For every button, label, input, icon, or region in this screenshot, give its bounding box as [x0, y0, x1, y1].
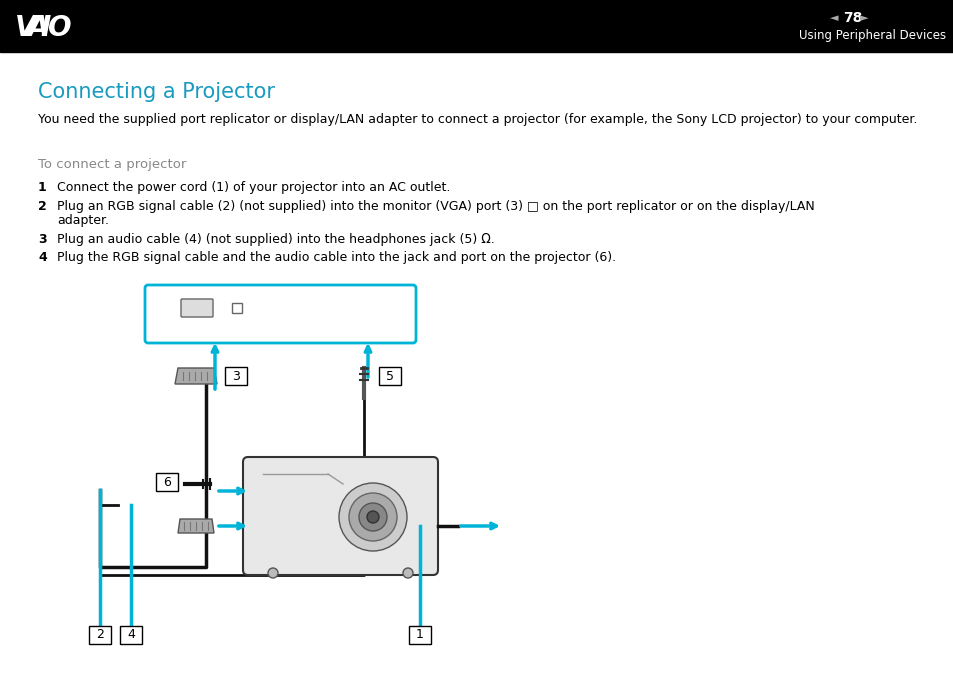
Text: 6: 6 — [163, 475, 171, 489]
Text: To connect a projector: To connect a projector — [38, 158, 186, 171]
Text: Using Peripheral Devices: Using Peripheral Devices — [798, 30, 945, 42]
Polygon shape — [174, 368, 216, 384]
Circle shape — [268, 568, 277, 578]
Circle shape — [338, 483, 407, 551]
Text: 3: 3 — [232, 369, 240, 383]
Circle shape — [358, 503, 387, 531]
Circle shape — [402, 568, 413, 578]
Text: Connect the power cord (1) of your projector into an AC outlet.: Connect the power cord (1) of your proje… — [57, 181, 450, 194]
Text: 1: 1 — [38, 181, 47, 194]
Polygon shape — [178, 519, 213, 533]
Text: 4: 4 — [127, 628, 134, 642]
Text: 1: 1 — [416, 628, 423, 642]
Text: ○: ○ — [216, 302, 225, 312]
Bar — [232, 303, 242, 313]
Text: ...: ... — [185, 302, 200, 311]
Text: ◄: ◄ — [829, 13, 838, 23]
Text: Plug the RGB signal cable and the audio cable into the jack and port on the proj: Plug the RGB signal cable and the audio … — [57, 251, 616, 264]
Text: ○: ○ — [172, 302, 180, 312]
FancyBboxPatch shape — [225, 367, 247, 385]
Circle shape — [367, 511, 378, 523]
Text: O: O — [48, 14, 71, 42]
Bar — [0, 0, 953, 52]
Text: 4: 4 — [38, 251, 47, 264]
FancyBboxPatch shape — [243, 457, 437, 575]
Text: Plug an RGB signal cable (2) (not supplied) into the monitor (VGA) port (3) □ on: Plug an RGB signal cable (2) (not suppli… — [57, 200, 814, 213]
FancyBboxPatch shape — [120, 626, 142, 644]
Text: I: I — [40, 14, 51, 42]
FancyBboxPatch shape — [181, 299, 213, 317]
Text: ►: ► — [859, 13, 867, 23]
Text: You need the supplied port replicator or display/LAN adapter to connect a projec: You need the supplied port replicator or… — [38, 113, 917, 126]
Text: V: V — [15, 14, 36, 42]
Text: 2: 2 — [38, 200, 47, 213]
Circle shape — [349, 493, 396, 541]
FancyBboxPatch shape — [89, 626, 111, 644]
Text: 5: 5 — [386, 369, 394, 383]
Text: ●: ● — [361, 312, 374, 326]
Text: 3: 3 — [38, 233, 47, 246]
Text: adapter.: adapter. — [57, 214, 109, 227]
Text: A: A — [28, 14, 50, 42]
FancyBboxPatch shape — [409, 626, 431, 644]
FancyBboxPatch shape — [145, 285, 416, 343]
Text: Connecting a Projector: Connecting a Projector — [38, 82, 274, 102]
FancyBboxPatch shape — [378, 367, 400, 385]
FancyBboxPatch shape — [156, 473, 178, 491]
Text: 2: 2 — [96, 628, 104, 642]
Text: 78: 78 — [842, 11, 862, 25]
Text: Plug an audio cable (4) (not supplied) into the headphones jack (5) Ω.: Plug an audio cable (4) (not supplied) i… — [57, 233, 495, 246]
Text: Ω: Ω — [362, 296, 373, 310]
